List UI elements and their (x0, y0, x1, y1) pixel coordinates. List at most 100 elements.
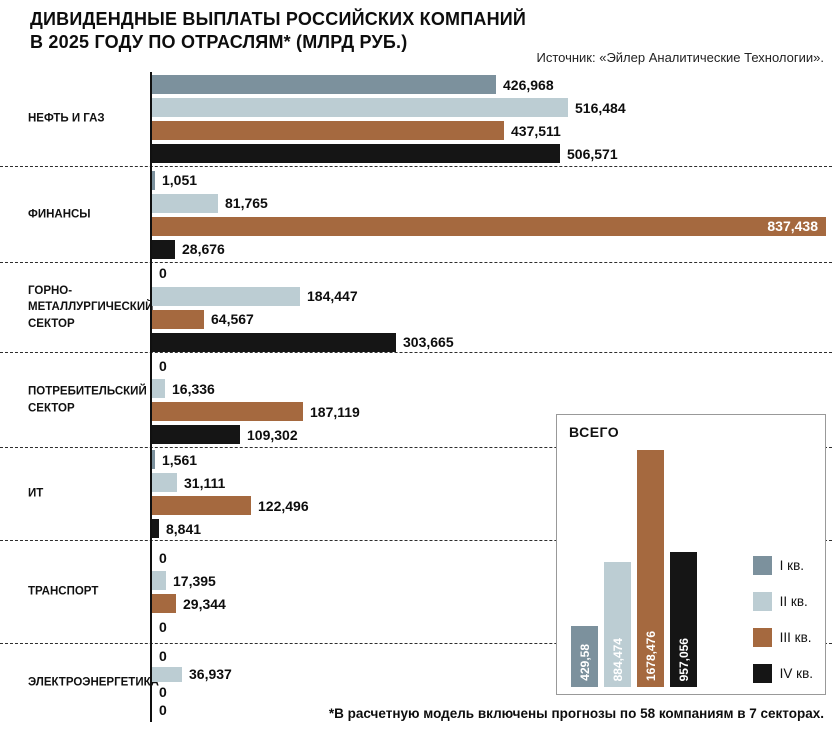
legend-label: II кв. (779, 594, 808, 609)
bar-q2 (152, 193, 218, 213)
bar-value-label: 31,111 (184, 474, 226, 491)
bar-q4 (152, 332, 396, 352)
bar-value-label: 437,511 (511, 122, 561, 139)
totals-inset: ВСЕГО 429,58 884,474 1678,476 957,056 I кв.… (556, 414, 826, 695)
bar-value-label: 28,676 (182, 241, 225, 257)
bar-q2 (152, 286, 300, 306)
bar-line: 506,571 (152, 144, 626, 163)
bar-value-label: 64,567 (211, 311, 254, 327)
bar-q4 (152, 519, 159, 538)
legend: I кв. II кв. III кв. IV кв. (752, 556, 813, 683)
sector-bars: 1,051 81,765 837,438 28,676 (152, 167, 826, 262)
total-bar-value-label: 429,58 (577, 644, 592, 681)
sector-label: ИТ (28, 487, 44, 500)
bar-line: 29,344 (152, 594, 226, 613)
bar-line: 8,841 (152, 519, 309, 538)
bar-value-label: 36,937 (189, 666, 232, 682)
bar-value-label: 122,496 (258, 497, 309, 514)
legend-item-q1: I кв. (752, 556, 813, 575)
bar-line: 0 (152, 702, 232, 718)
total-bar-value-label: 1678,476 (643, 630, 658, 681)
bar-q2 (152, 571, 166, 590)
bar-q4 (152, 425, 240, 444)
bar-line: 16,336 (152, 379, 360, 398)
bar-line: 28,676 (152, 239, 826, 259)
bar-line: 837,438 (152, 216, 826, 236)
sector-bars: 0 184,447 64,567 303,665 (152, 263, 454, 352)
bar-value-label: 187,119 (310, 403, 360, 420)
legend-swatch (752, 628, 772, 647)
legend-swatch (752, 664, 772, 683)
inset-title: ВСЕГО (569, 424, 620, 440)
bar-line: 184,447 (152, 286, 454, 306)
bar-value-label: 8,841 (166, 520, 202, 537)
bar-q1 (152, 170, 155, 190)
bar-value-label: 109,302 (247, 426, 298, 443)
bar-value-label: 0 (159, 702, 167, 718)
sector-row-7: ЭЛЕКТРОЭНЕРГЕТИКА 0 36,937 0 0 (0, 644, 832, 722)
bar-line: 0 (152, 356, 360, 375)
legend-swatch (752, 556, 772, 575)
bar-line: 0 (152, 617, 226, 636)
bar-q2 (152, 666, 182, 682)
sector-bars: 0 36,937 0 0 (152, 644, 232, 722)
sector-row-4: ПОТРЕБИТЕЛЬСКИЙ СЕКТОР 0 16,336 187,119 109,3… (0, 353, 832, 448)
sector-label: ГОРНО- МЕТАЛЛУРГИЧЕСКИЙ СЕКТОР (28, 284, 154, 330)
bar-line: 0 (152, 684, 232, 700)
bar-line: 31,111 (152, 473, 309, 492)
bar-value-label: 0 (159, 549, 167, 566)
total-bar-value-label: 957,056 (676, 637, 691, 681)
sector-row-6: ТРАНСПОРТ 0 17,395 29,344 0 (0, 541, 832, 644)
legend-label: III кв. (779, 630, 812, 645)
legend-item-q4: IV кв. (752, 664, 813, 683)
sector-row-2: ФИНАНСЫ 1,051 81,765 837,438 28,676 (0, 167, 832, 263)
bar-value-label: 1,051 (162, 172, 198, 188)
bar-q3: 837,438 (152, 216, 826, 236)
bar-value-label: 837,438 (767, 218, 818, 234)
legend-item-q2: II кв. (752, 592, 813, 611)
total-bar-q1: 429,58 (571, 626, 598, 687)
source-credit: Источник: «Эйлер Аналитические Технологи… (536, 50, 825, 65)
bar-value-label: 29,344 (183, 595, 226, 612)
bar-line: 36,937 (152, 666, 232, 682)
bar-line: 1,561 (152, 450, 309, 469)
bar-value-label: 0 (159, 618, 167, 635)
bar-q4 (152, 144, 560, 163)
bar-value-label: 0 (159, 684, 167, 700)
sector-row-5: ИТ 1,561 31,111 122,496 8,841 (0, 448, 832, 541)
bar-q3 (152, 309, 204, 329)
bar-q2 (152, 473, 177, 492)
bar-value-label: 303,665 (403, 334, 454, 350)
bar-value-label: 516,484 (575, 99, 626, 116)
sector-rows: НЕФТЬ И ГАЗ 426,968 516,484 437,511 506,571 Ф… (0, 72, 832, 722)
sector-label: ТРАНСПОРТ (28, 585, 99, 598)
title-line-2: В 2025 ГОДУ ПО ОТРАСЛЯМ* (МЛРД РУБ.) (30, 32, 408, 53)
bar-q4 (152, 239, 175, 259)
bar-line: 0 (152, 548, 226, 567)
bar-line: 0 (152, 264, 454, 283)
sector-label: НЕФТЬ И ГАЗ (28, 112, 105, 125)
totals-bars: 429,58 884,474 1678,476 957,056 (571, 450, 697, 687)
bar-line: 437,511 (152, 121, 626, 140)
bar-line: 1,051 (152, 170, 826, 190)
bar-value-label: 1,561 (162, 451, 198, 468)
bar-q3 (152, 121, 504, 140)
legend-item-q3: III кв. (752, 628, 813, 647)
bar-value-label: 81,765 (225, 195, 268, 211)
sector-row-1: НЕФТЬ И ГАЗ 426,968 516,484 437,511 506,571 (0, 72, 832, 167)
bar-value-label: 17,395 (173, 572, 216, 589)
sector-bars: 0 17,395 29,344 0 (152, 541, 226, 643)
bar-line: 81,765 (152, 193, 826, 213)
total-bar-q4: 957,056 (670, 552, 697, 687)
sector-label: ЭЛЕКТРОЭНЕРГЕТИКА (28, 676, 159, 689)
bar-line: 426,968 (152, 75, 626, 94)
dividends-chart: НЕФТЬ И ГАЗ 426,968 516,484 437,511 506,571 Ф… (0, 72, 832, 722)
bar-value-label: 184,447 (307, 288, 358, 304)
title-line-1: ДИВИДЕНДНЫЕ ВЫПЛАТЫ РОССИЙСКИХ КОМПАНИЙ (30, 9, 527, 29)
bar-value-label: 0 (159, 357, 167, 374)
bar-q3 (152, 402, 303, 421)
bar-q2 (152, 98, 568, 117)
bar-line: 187,119 (152, 402, 360, 421)
bar-value-label: 506,571 (567, 145, 618, 162)
